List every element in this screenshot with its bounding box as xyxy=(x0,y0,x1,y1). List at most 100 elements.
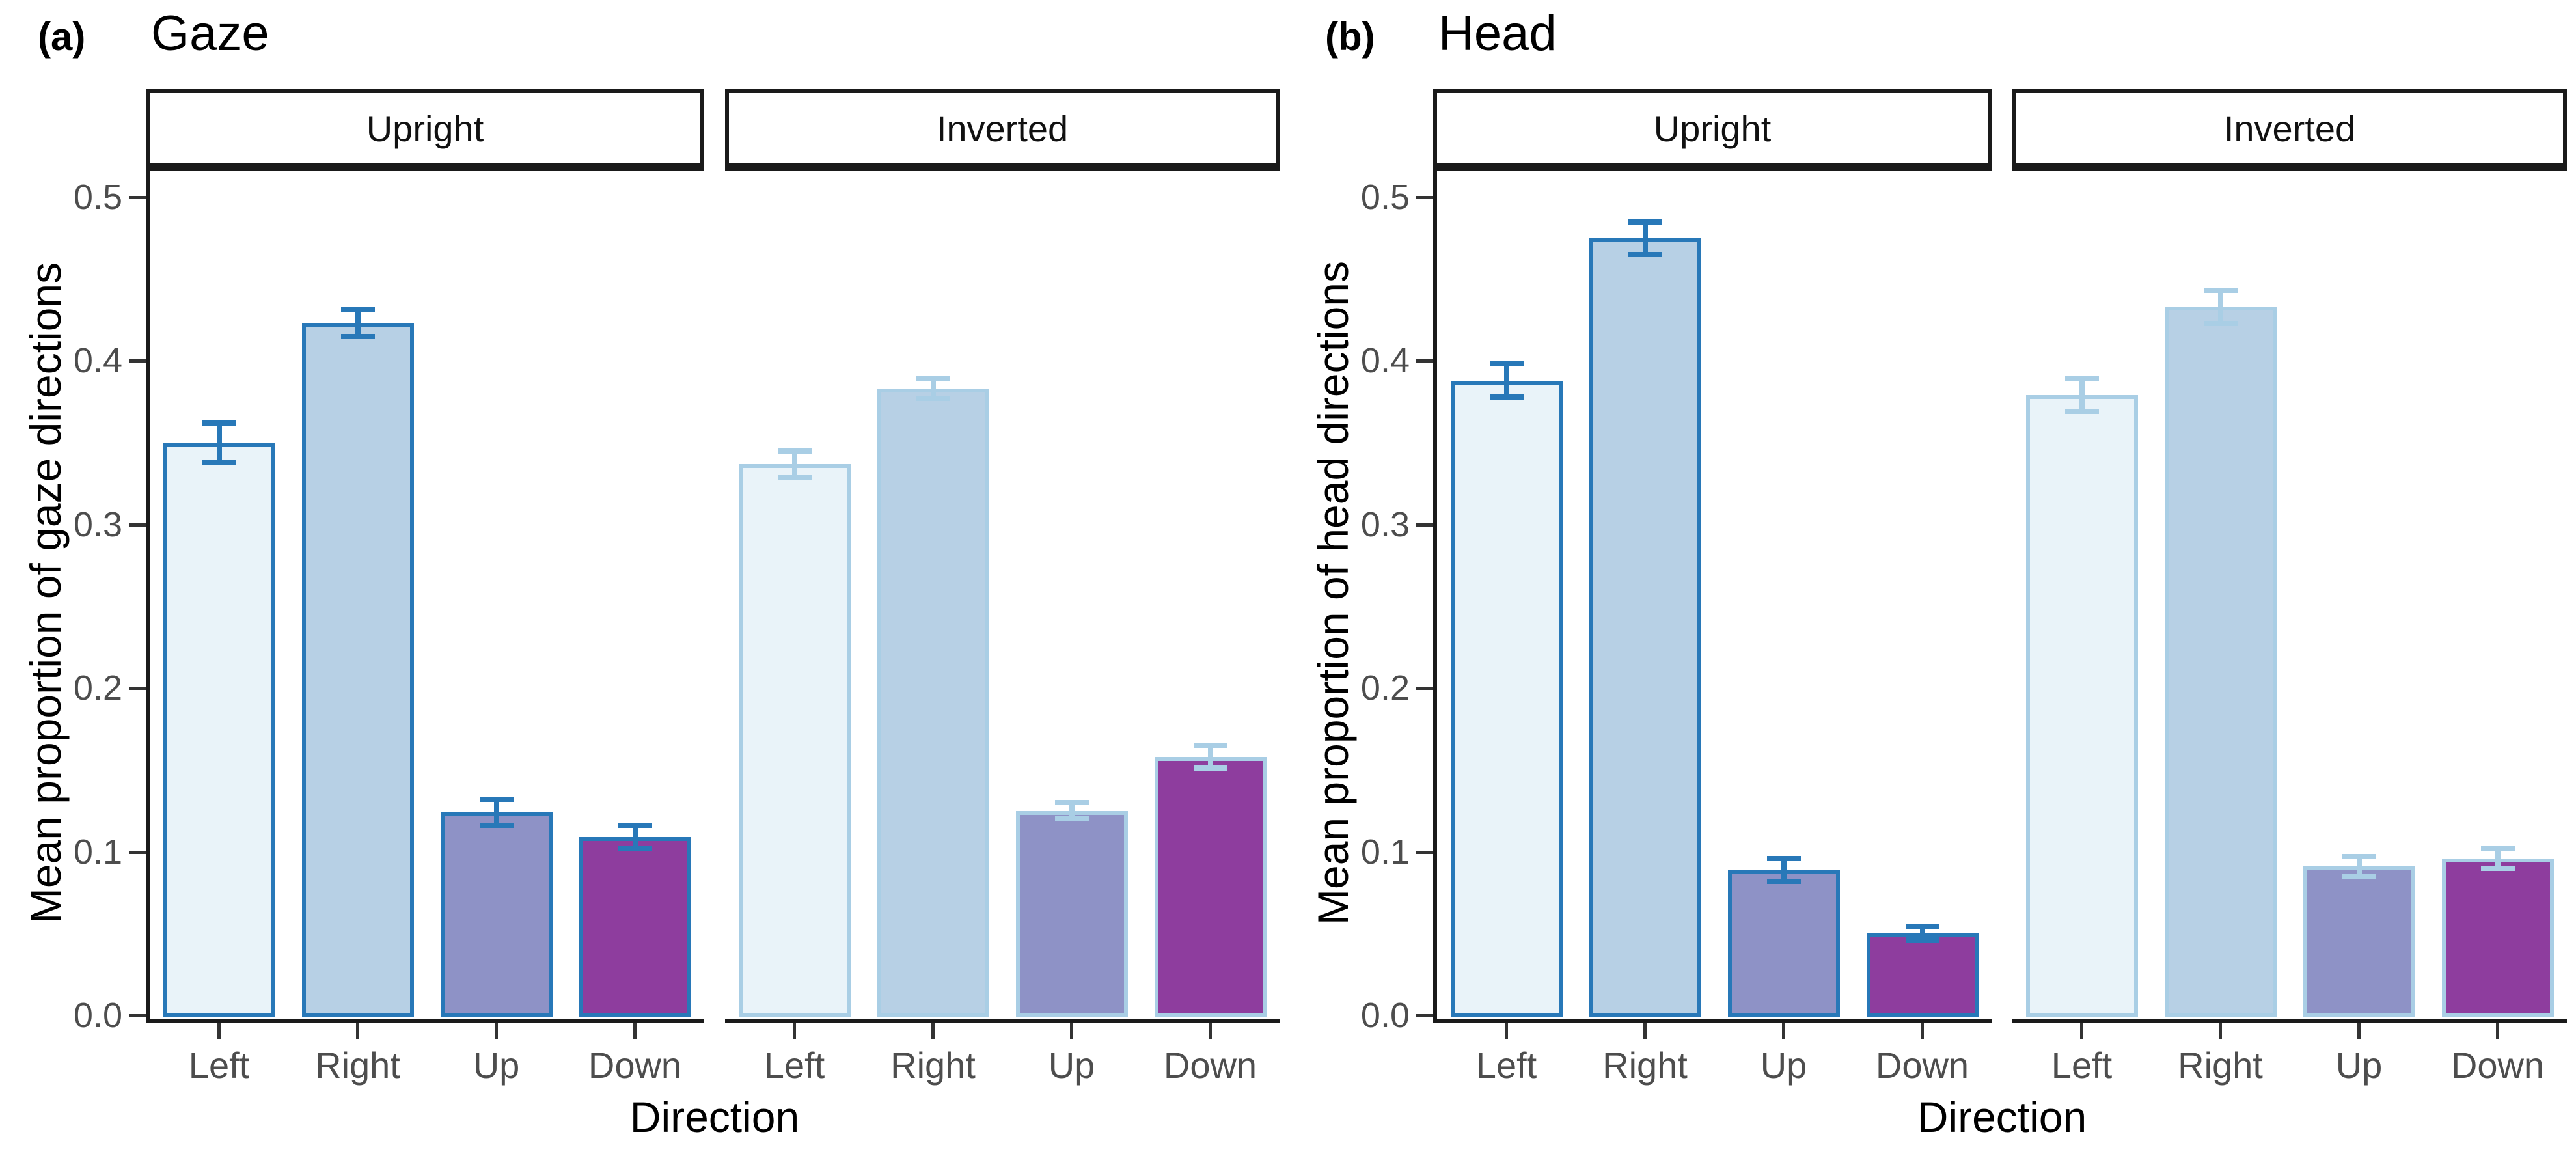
bar xyxy=(2303,866,2415,1017)
bar xyxy=(2025,395,2138,1017)
error-bar-line xyxy=(2217,290,2223,323)
x-tick-label: Up xyxy=(1048,1045,1095,1086)
y-tick-mark xyxy=(1416,196,1433,199)
error-bar-cap xyxy=(1193,765,1227,771)
error-bar-cap xyxy=(1628,219,1662,225)
error-bar-line xyxy=(216,422,222,463)
y-tick-label: 0.0 xyxy=(73,996,122,1035)
bar xyxy=(1154,756,1267,1017)
y-axis-line xyxy=(146,167,150,1023)
error-bar-cap xyxy=(1193,743,1227,749)
y-tick-label: 0.3 xyxy=(1360,504,1410,544)
error-bar-cap xyxy=(202,460,236,465)
x-axis-line xyxy=(2012,1019,2567,1023)
error-bar-cap xyxy=(916,376,950,382)
y-tick-mark xyxy=(129,523,146,527)
x-tick-label: Left xyxy=(1475,1045,1537,1086)
facet-strip-label: Upright xyxy=(366,107,484,149)
y-tick-mark xyxy=(1416,850,1433,854)
x-tick-mark xyxy=(793,1023,796,1039)
error-bar-cap xyxy=(2480,865,2515,871)
x-axis-title: Direction xyxy=(629,1093,800,1141)
error-bar-cap xyxy=(1628,251,1662,257)
error-bar-line xyxy=(632,825,638,849)
y-tick-mark xyxy=(1416,523,1433,527)
error-bar-line xyxy=(1919,927,1925,941)
error-bar-cap xyxy=(1054,800,1089,806)
x-axis-line xyxy=(1433,1019,1992,1023)
error-bar-line xyxy=(1069,803,1075,819)
x-tick-label: Down xyxy=(588,1045,682,1086)
facet-strip: Upright xyxy=(146,89,704,167)
bar xyxy=(1450,380,1563,1017)
panel-top-border xyxy=(1433,167,1992,171)
facet-strip: Inverted xyxy=(2012,89,2567,167)
x-tick-mark xyxy=(1070,1023,1073,1039)
x-tick-mark xyxy=(356,1023,359,1039)
x-tick-mark xyxy=(633,1023,637,1039)
error-bar-cap xyxy=(340,307,375,313)
y-tick-label: 0.1 xyxy=(73,832,122,872)
error-bar-cap xyxy=(618,846,652,851)
panel-top-border xyxy=(2012,167,2567,171)
x-tick-mark xyxy=(931,1023,935,1039)
x-tick-label: Left xyxy=(2051,1045,2113,1086)
panel-top-border xyxy=(146,167,704,171)
error-bar-cap xyxy=(2064,376,2099,382)
x-axis-title: Direction xyxy=(1917,1093,2087,1141)
x-tick-mark xyxy=(1505,1023,1508,1039)
x-tick-mark xyxy=(1921,1023,1924,1039)
error-bar-cap xyxy=(777,474,812,480)
error-bar-line xyxy=(2495,848,2501,868)
y-tick-mark xyxy=(129,687,146,691)
bar xyxy=(877,389,989,1017)
x-tick-label: Right xyxy=(2178,1045,2263,1086)
y-tick-mark xyxy=(1416,1014,1433,1017)
error-bar-cap xyxy=(1054,816,1089,822)
y-axis-line xyxy=(1433,167,1437,1023)
error-bar-cap xyxy=(1489,361,1524,367)
error-bar-line xyxy=(493,799,499,826)
error-bar-cap xyxy=(2064,409,2099,415)
y-tick-label: 0.2 xyxy=(73,668,122,708)
error-bar-cap xyxy=(479,797,514,803)
error-bar-line xyxy=(2079,379,2085,412)
error-bar-cap xyxy=(1905,937,1939,943)
error-bar-cap xyxy=(1766,878,1801,884)
x-tick-mark xyxy=(217,1023,221,1039)
error-bar-cap xyxy=(2203,288,2238,294)
x-tick-label: Down xyxy=(2450,1045,2545,1086)
bar xyxy=(1866,933,1979,1017)
error-bar-line xyxy=(1781,858,1787,881)
x-tick-mark xyxy=(495,1023,498,1039)
y-tick-label: 0.1 xyxy=(1360,832,1410,872)
error-bar-line xyxy=(930,379,936,399)
error-bar-line xyxy=(1207,745,1213,769)
y-tick-label: 0.4 xyxy=(73,341,122,381)
x-tick-label: Up xyxy=(2335,1045,2383,1086)
x-tick-mark xyxy=(2357,1023,2361,1039)
bar xyxy=(1727,870,1840,1017)
x-tick-label: Down xyxy=(1875,1045,1969,1086)
panel-label: (a) xyxy=(38,15,86,59)
error-bar-cap xyxy=(1489,394,1524,400)
y-tick-label: 0.0 xyxy=(1360,996,1410,1035)
x-tick-mark xyxy=(1643,1023,1647,1039)
error-bar-line xyxy=(1503,364,1509,397)
error-bar-cap xyxy=(2480,846,2515,851)
y-tick-label: 0.5 xyxy=(1360,178,1410,217)
y-tick-mark xyxy=(129,359,146,363)
error-bar-line xyxy=(355,310,361,337)
x-tick-label: Right xyxy=(890,1045,976,1086)
error-bar-cap xyxy=(1766,855,1801,861)
error-bar-cap xyxy=(2342,874,2376,879)
bar xyxy=(1015,810,1128,1017)
panel-title: Gaze xyxy=(151,6,269,61)
x-tick-mark xyxy=(1782,1023,1785,1039)
x-tick-label: Left xyxy=(763,1045,825,1086)
x-tick-mark xyxy=(2219,1023,2222,1039)
error-bar-line xyxy=(791,450,797,477)
x-axis-line xyxy=(146,1019,704,1023)
y-tick-mark xyxy=(129,850,146,854)
y-tick-mark xyxy=(1416,687,1433,691)
